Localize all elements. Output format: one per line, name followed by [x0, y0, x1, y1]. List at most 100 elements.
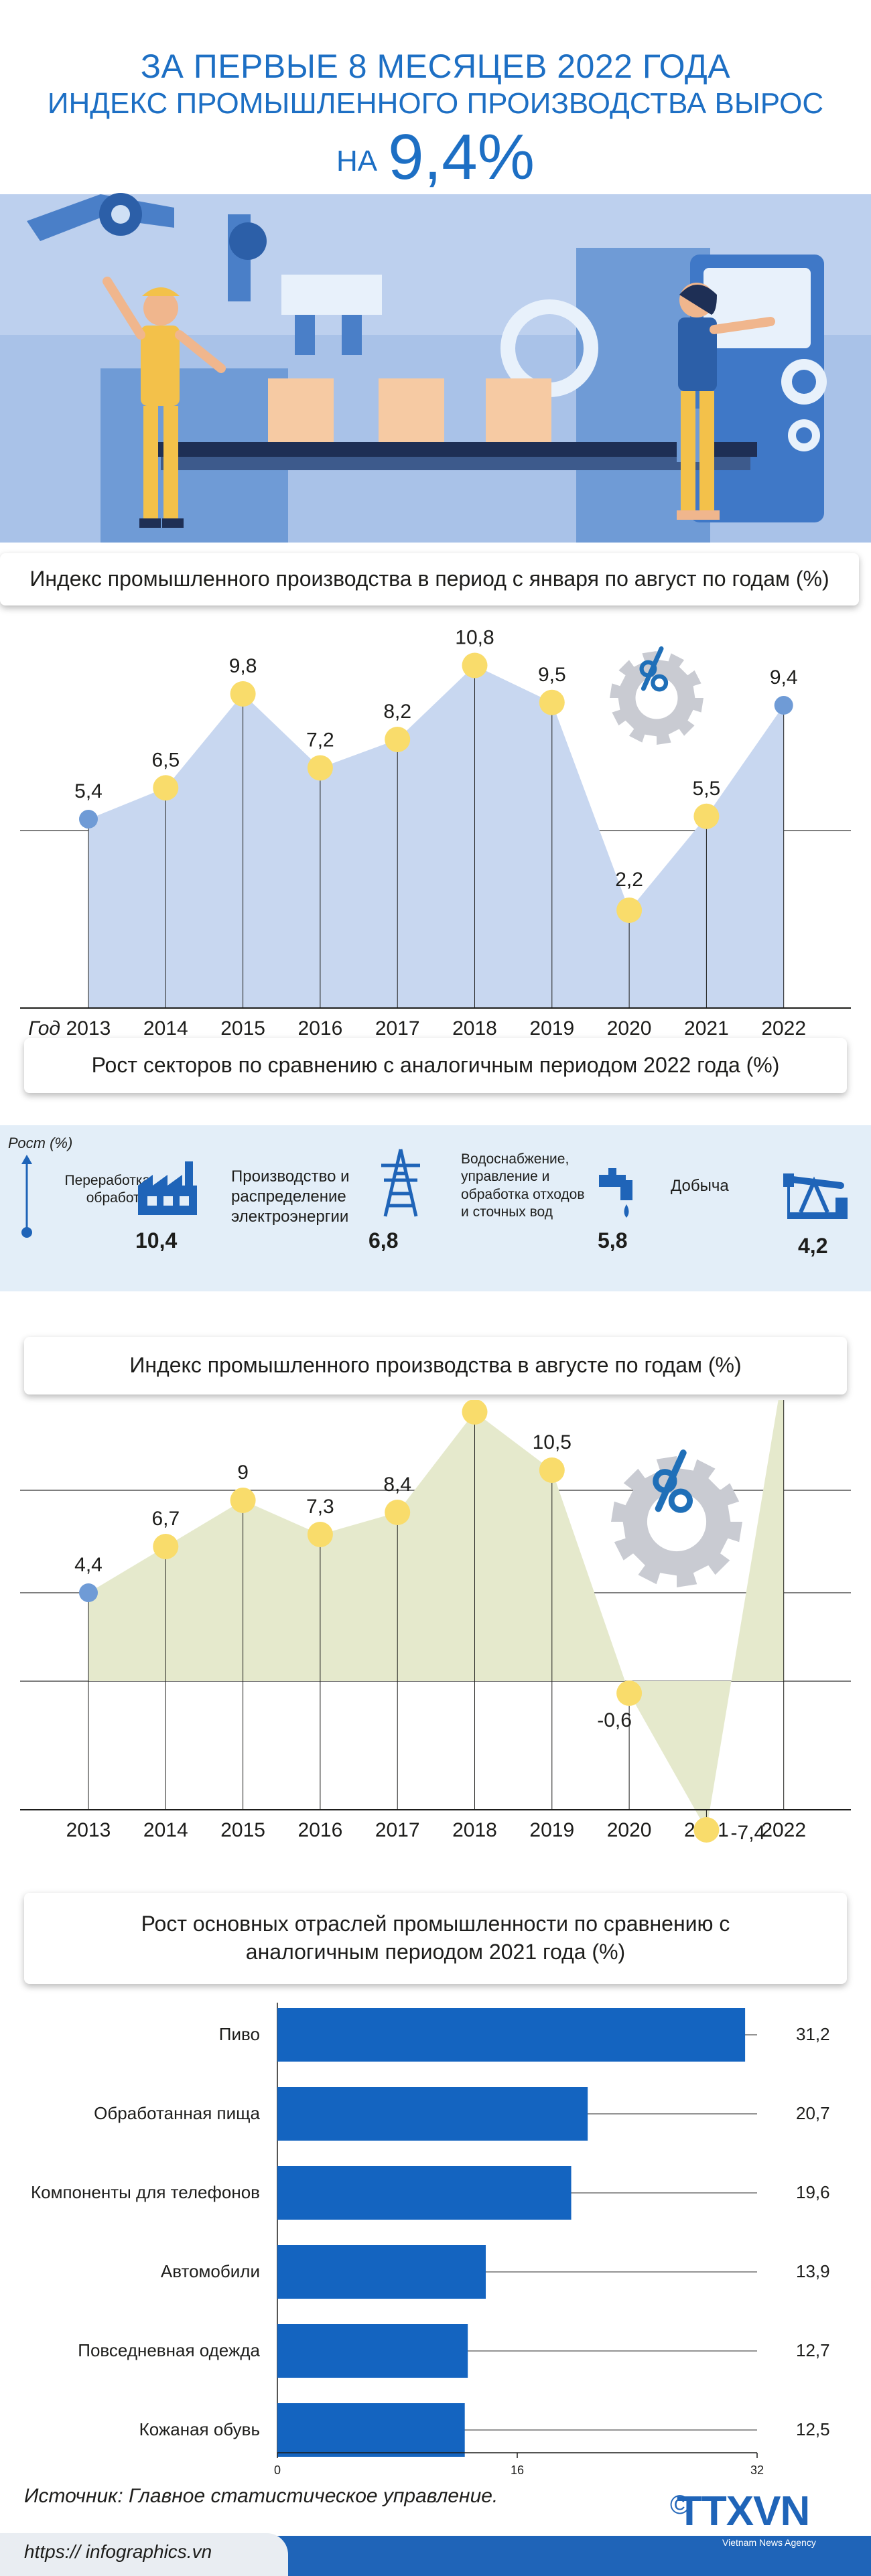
conveyor-belt: [154, 442, 757, 457]
water-tap-icon: [599, 1168, 632, 1218]
tick-label-2018: 2018: [452, 1017, 497, 1038]
oil-pump-icon: [783, 1173, 848, 1219]
growth-arrow-icon: [21, 1155, 32, 1238]
bar-3: [277, 2245, 486, 2299]
data-point-2019: [539, 1457, 565, 1483]
chart2-title-box: Индекс промышленного производства в авгу…: [24, 1337, 847, 1394]
title-line-1: ЗА ПЕРВЫЕ 8 МЕСЯЦЕВ 2022 ГОДА: [140, 48, 731, 85]
sectors-axis-label: Рост (%): [8, 1135, 73, 1151]
ttxvn-logo: TTXVN: [677, 2488, 810, 2534]
data-label-2015: 9,8: [229, 655, 257, 677]
data-point-2016: [307, 755, 333, 781]
tick-label-2020: 2020: [607, 1017, 652, 1038]
website-link[interactable]: https:// infographics.vn: [24, 2541, 212, 2562]
tick-label-2013: 2013: [66, 1017, 111, 1038]
percent-gear-icon-hole: [647, 1492, 707, 1552]
sector-electricity-value: 6,8: [368, 1228, 399, 1253]
data-point-2019: [539, 689, 565, 715]
x-tick-label-0: 0: [274, 2463, 281, 2477]
bar-4: [277, 2324, 468, 2378]
worker-right-icon: [677, 283, 775, 520]
data-label-2014: 6,7: [151, 1508, 180, 1530]
data-point-2021: [693, 803, 720, 829]
chart2-area-chart: 2013201420152016201720182019202020212022…: [20, 1400, 851, 1844]
data-point-2020: [616, 1680, 643, 1706]
data-label-2014: 6,5: [151, 749, 180, 771]
percent-gear-icon-percent-dot-2: [668, 1488, 693, 1513]
data-point-2015: [230, 681, 256, 707]
tick-label-2019: 2019: [529, 1017, 574, 1038]
x-axis-label: Год: [28, 1017, 60, 1038]
data-point-2013: [79, 1583, 98, 1602]
chart3-title-box: Рост основных отраслей промышленности по…: [24, 1893, 847, 1984]
tick-label-2022: 2022: [761, 1819, 806, 1841]
tick-label-2013: 2013: [66, 1819, 111, 1841]
sector-water-label: Водоснабжение, управление и обработка от…: [461, 1151, 585, 1220]
bar-category-3: Автомобили: [160, 2261, 260, 2281]
sectors-title-box: Рост секторов по сравнению с аналогичным…: [24, 1038, 847, 1093]
tick-label-2016: 2016: [298, 1017, 343, 1038]
percent-gear-icon-percent-slash: [641, 646, 664, 691]
ttxvn-logo-subtitle: Vietnam News Agency: [722, 2537, 816, 2548]
box-1: [268, 378, 334, 444]
tick-label-2019: 2019: [529, 1819, 574, 1841]
percent-gear-icon-percent-slash: [655, 1449, 687, 1512]
sector-mining: Добыча 4,2: [660, 1152, 861, 1259]
data-point-2014: [153, 1534, 179, 1559]
data-point-2018: [462, 1400, 488, 1425]
tick-label-2015: 2015: [220, 1819, 265, 1841]
sector-mining-label: Добыча: [671, 1177, 729, 1195]
data-label-2013: 5,4: [74, 780, 103, 802]
tick-label-2016: 2016: [298, 1819, 343, 1841]
footer-url-tab: [0, 2533, 288, 2576]
percent-gear-icon: [610, 646, 704, 745]
percent-gear-icon-percent-dot-2: [651, 674, 669, 692]
chart3-title: Рост основных отраслей промышленности по…: [141, 1912, 730, 1964]
tick-label-2014: 2014: [143, 1819, 188, 1841]
data-point-2021: [693, 1817, 720, 1843]
bar-category-0: Пиво: [218, 2024, 260, 2044]
bar-value-4: 12,7: [796, 2340, 830, 2360]
box-2: [379, 378, 444, 444]
data-point-2017: [385, 727, 411, 752]
bar-0: [277, 2008, 746, 2062]
power-tower-icon: [381, 1149, 420, 1217]
sector-manufacturing-value: 10,4: [135, 1228, 178, 1253]
chart1-title: Индекс промышленного производства в пери…: [29, 567, 829, 591]
sector-water-value: 5,8: [598, 1228, 628, 1253]
data-point-2014: [153, 775, 179, 801]
area-fill: [88, 665, 784, 1008]
tick-label-2020: 2020: [607, 1819, 652, 1841]
data-label-2017: 8,2: [383, 701, 411, 723]
percent-gear-icon: [611, 1449, 742, 1587]
copyright-icon: ©: [670, 2490, 690, 2520]
data-point-2022: [774, 696, 793, 715]
sector-electricity-label: Производство и распределение электроэнер…: [231, 1167, 350, 1226]
tick-label-2018: 2018: [452, 1819, 497, 1841]
sector-water: Водоснабжение, управление и обработка от…: [450, 1151, 651, 1266]
factory-illustration: [0, 193, 871, 543]
bar-category-2: Компоненты для телефонов: [31, 2182, 260, 2202]
sectors-title: Рост секторов по сравнению с аналогичным…: [91, 1053, 780, 1078]
data-point-2015: [230, 1488, 256, 1513]
bar-value-2: 19,6: [796, 2182, 830, 2202]
worker-left-icon: [103, 277, 226, 528]
x-tick-label-1: 16: [511, 2463, 524, 2477]
title-line-2-text: ИНДЕКС ПРОМЫШЛЕННОГО ПРОИЗВОДСТВА ВЫРОС …: [47, 87, 824, 177]
title-line-2: ИНДЕКС ПРОМЫШЛЕННОГО ПРОИЗВОДСТВА ВЫРОС …: [0, 87, 871, 194]
source-note: Источник: Главное статистическое управле…: [24, 2485, 498, 2507]
data-label-2017: 8,4: [383, 1474, 411, 1496]
data-label-2016: 7,3: [306, 1496, 334, 1518]
x-tick-label-2: 32: [750, 2463, 764, 2477]
tick-label-2017: 2017: [375, 1017, 420, 1038]
title-value: 9,4%: [388, 121, 535, 193]
data-point-2018: [462, 652, 488, 678]
data-label-2020: 2,2: [615, 869, 643, 891]
data-label-2013: 4,4: [74, 1554, 103, 1576]
bar-value-5: 12,5: [796, 2419, 830, 2439]
tick-label-2022: 2022: [761, 1017, 806, 1038]
data-label-2015: 9: [237, 1461, 249, 1484]
percent-gear-icon-hole: [635, 676, 678, 719]
tick-label-2015: 2015: [220, 1017, 265, 1038]
bar-5: [277, 2403, 465, 2457]
